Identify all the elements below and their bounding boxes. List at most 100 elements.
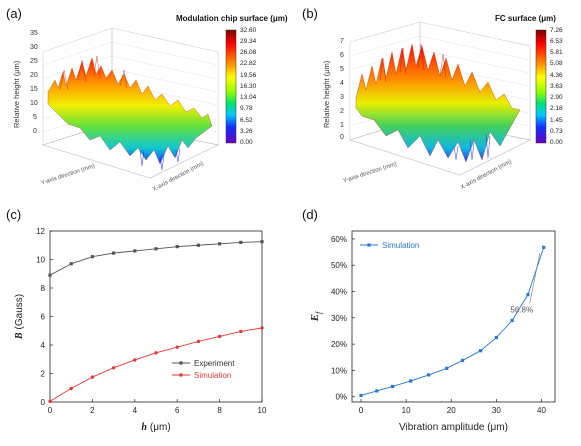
z-a-tick: 0 bbox=[33, 128, 37, 135]
panel-a-colorbar-title: Modulation chip surface (μm) bbox=[176, 14, 288, 23]
panel-a-z-label: Relative height (μm) bbox=[12, 60, 21, 128]
panel-a-label: (a) bbox=[6, 6, 22, 21]
x-tick-label: 10 bbox=[258, 406, 267, 415]
data-point bbox=[196, 339, 201, 344]
x-tick-label: 10 bbox=[402, 406, 411, 415]
panel-a: (a) Modulation chip surface (μm) bbox=[0, 0, 290, 205]
x-axis-label: h (μm) bbox=[141, 422, 170, 433]
cb-a-tick: 32.60 bbox=[240, 27, 257, 34]
y-tick-label: 40% bbox=[331, 288, 347, 297]
cb-b-tick: 5.81 bbox=[550, 49, 563, 56]
y-axis-subscript: f bbox=[314, 310, 323, 314]
x-tick-label: 0 bbox=[48, 406, 53, 415]
data-point bbox=[239, 329, 243, 334]
legend-label: Simulation bbox=[382, 241, 419, 250]
x-tick-label: 4 bbox=[133, 406, 138, 415]
z-b-tick: 5 bbox=[340, 66, 344, 73]
panel-b-colorbar bbox=[535, 29, 547, 144]
data-point bbox=[427, 373, 431, 377]
z-a-tick: 5 bbox=[33, 114, 37, 121]
data-point bbox=[69, 386, 73, 391]
data-point bbox=[90, 255, 94, 259]
y-tick-label: 30% bbox=[331, 314, 347, 323]
cb-a-tick: 26.08 bbox=[240, 49, 257, 56]
panel-c-label: (c) bbox=[6, 207, 22, 222]
cb-b-tick: 6.53 bbox=[550, 38, 563, 45]
data-point bbox=[154, 247, 158, 251]
series-line-simulation bbox=[360, 247, 545, 396]
x-tick-label: 30 bbox=[492, 406, 501, 415]
cb-b-tick: 2.18 bbox=[550, 105, 563, 112]
panel-d: (d) 0% 10% 20% 30% 40% 50% 60% 0 10 20 30 40 56.8% Si… bbox=[290, 205, 581, 446]
plot-frame bbox=[351, 230, 556, 403]
data-point bbox=[218, 242, 222, 246]
legend-marker bbox=[179, 373, 183, 377]
y-axis-label: Ef bbox=[309, 310, 323, 322]
x-tick-label: 6 bbox=[175, 406, 180, 415]
z-a-tick: 25 bbox=[30, 58, 38, 65]
cb-a-tick: 29.34 bbox=[240, 38, 257, 45]
y-tick-label: 6 bbox=[41, 313, 46, 322]
data-point bbox=[69, 262, 73, 266]
z-a-tick: 35 bbox=[30, 30, 38, 37]
legend-label: Experiment bbox=[194, 359, 235, 368]
cb-b-tick: 3.63 bbox=[550, 83, 563, 90]
panel-a-colorbar bbox=[225, 29, 237, 144]
z-b-tick: 0 bbox=[340, 134, 344, 141]
panel-d-label: (d) bbox=[302, 207, 318, 222]
data-point bbox=[260, 240, 264, 244]
x-tick-label: 8 bbox=[217, 406, 222, 415]
y-tick-label: 2 bbox=[41, 370, 46, 379]
data-point bbox=[460, 358, 465, 363]
panel-b-label: (b) bbox=[302, 6, 318, 21]
panel-b-colorbar-title: FC surface (μm) bbox=[495, 14, 556, 23]
y-tick-label: 8 bbox=[41, 284, 46, 293]
cb-a-tick: 13.04 bbox=[240, 94, 257, 101]
panel-c-line-chart: 0 2 4 6 8 10 12 0 2 4 6 8 10 Experiment Simulation h (μm… bbox=[14, 227, 267, 433]
data-point bbox=[111, 366, 116, 370]
legend-marker bbox=[367, 243, 371, 247]
data-point bbox=[375, 389, 379, 393]
z-b-tick: 1 bbox=[340, 122, 344, 129]
annotation-label: 56.8% bbox=[510, 306, 533, 315]
y-tick-label: 12 bbox=[36, 227, 45, 236]
data-point bbox=[133, 249, 137, 253]
data-point bbox=[494, 335, 498, 340]
data-point bbox=[154, 351, 158, 355]
z-b-tick: 3 bbox=[340, 94, 344, 101]
series-line-experiment bbox=[49, 241, 263, 276]
z-a-tick: 30 bbox=[30, 44, 38, 51]
legend-label: Simulation bbox=[194, 371, 231, 380]
cb-b-tick: 2.90 bbox=[550, 94, 563, 101]
z-a-tick: 10 bbox=[30, 100, 38, 107]
data-point bbox=[175, 345, 179, 349]
data-point bbox=[542, 245, 546, 249]
data-point bbox=[526, 293, 530, 297]
annotation-leader bbox=[529, 253, 541, 304]
x-tick-label: 0 bbox=[359, 406, 364, 415]
z-b-tick: 4 bbox=[340, 80, 344, 87]
x-tick-label: 2 bbox=[90, 406, 95, 415]
z-b-tick: 6 bbox=[340, 52, 344, 59]
data-point bbox=[48, 399, 52, 403]
data-point bbox=[48, 273, 52, 277]
data-point bbox=[260, 326, 264, 330]
data-point bbox=[359, 393, 363, 398]
z-a-tick: 20 bbox=[30, 72, 38, 79]
y-tick-label: 0% bbox=[335, 393, 347, 402]
data-point bbox=[175, 245, 179, 249]
y-tick-label: 10 bbox=[36, 256, 45, 265]
y-tick-label: 10% bbox=[331, 366, 347, 375]
data-point bbox=[133, 358, 137, 362]
x-axis-variable: h bbox=[141, 422, 147, 433]
cb-a-tick: 3.26 bbox=[240, 128, 253, 135]
x-tick-label: 40 bbox=[537, 406, 546, 415]
data-point bbox=[196, 243, 200, 247]
z-a-tick: 15 bbox=[30, 86, 38, 93]
panel-a-surface-plot bbox=[41, 27, 237, 179]
x-tick-label: 20 bbox=[447, 406, 456, 415]
data-point bbox=[239, 240, 243, 244]
data-point bbox=[217, 334, 222, 339]
y-axis-unit: (Gauss) bbox=[14, 294, 25, 330]
data-point bbox=[391, 384, 395, 389]
